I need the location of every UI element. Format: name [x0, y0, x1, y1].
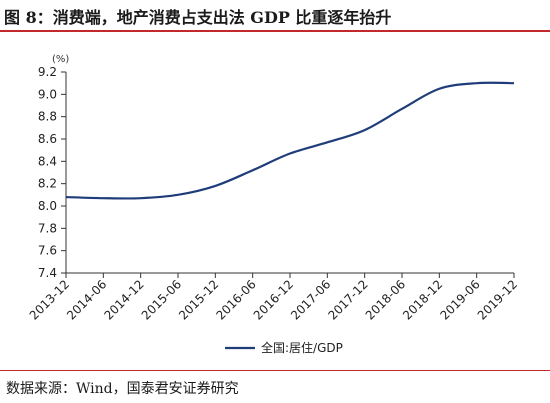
- y-unit-label: (%): [52, 54, 69, 65]
- x-tick-label: 2016-06: [213, 277, 258, 322]
- y-tick-label: 9.2: [38, 65, 57, 79]
- y-tick-label: 8.4: [38, 154, 57, 168]
- y-tick-label: 8.2: [38, 177, 57, 191]
- y-tick-label: 8.0: [38, 199, 57, 213]
- figure-title: 图 8：消费端，地产消费占支出法 GDP 比重逐年抬升: [4, 8, 392, 27]
- x-tick-label: 2018-06: [363, 277, 408, 322]
- figure-source: 数据来源：Wind，国泰君安证券研究: [6, 381, 239, 397]
- y-tick-label: 9.0: [38, 87, 57, 101]
- title-bar: 图 8：消费端，地产消费占支出法 GDP 比重逐年抬升: [0, 0, 550, 32]
- x-tick-label: 2016-12: [251, 277, 296, 322]
- x-tick-label: 2014-06: [64, 277, 109, 322]
- y-tick-label: 7.8: [38, 221, 57, 235]
- series-line: [65, 81, 515, 200]
- x-tick-label: 2019-12: [475, 277, 520, 322]
- y-tick-label: 8.6: [38, 132, 57, 146]
- x-tick-label: 2015-12: [176, 277, 221, 322]
- source-bar: 数据来源：Wind，国泰君安证券研究: [0, 370, 550, 403]
- x-tick-label: 2014-12: [101, 277, 146, 322]
- x-tick-label: 2015-06: [139, 277, 184, 322]
- y-tick-label: 8.8: [38, 110, 57, 124]
- y-tick-label: 7.6: [38, 244, 57, 258]
- x-tick-label: 2017-12: [325, 277, 370, 322]
- x-tick-label: 2018-12: [400, 277, 445, 322]
- x-tick-label: 2019-06: [437, 277, 482, 322]
- x-tick-label: 2013-12: [27, 277, 72, 322]
- legend-label: 全国:居住/GDP: [261, 340, 343, 355]
- x-tick-label: 2017-06: [288, 277, 333, 322]
- chart-area: (%) 7.4 7.6 7.8 8.0 8.2 8.4 8.6 8.8 9.0 9.2 2013-12…: [0, 36, 550, 366]
- y-tick-label: 7.4: [38, 266, 57, 280]
- line-chart: (%) 7.4 7.6 7.8 8.0 8.2 8.4 8.6 8.8 9.0 9.2 2013-12…: [27, 54, 520, 355]
